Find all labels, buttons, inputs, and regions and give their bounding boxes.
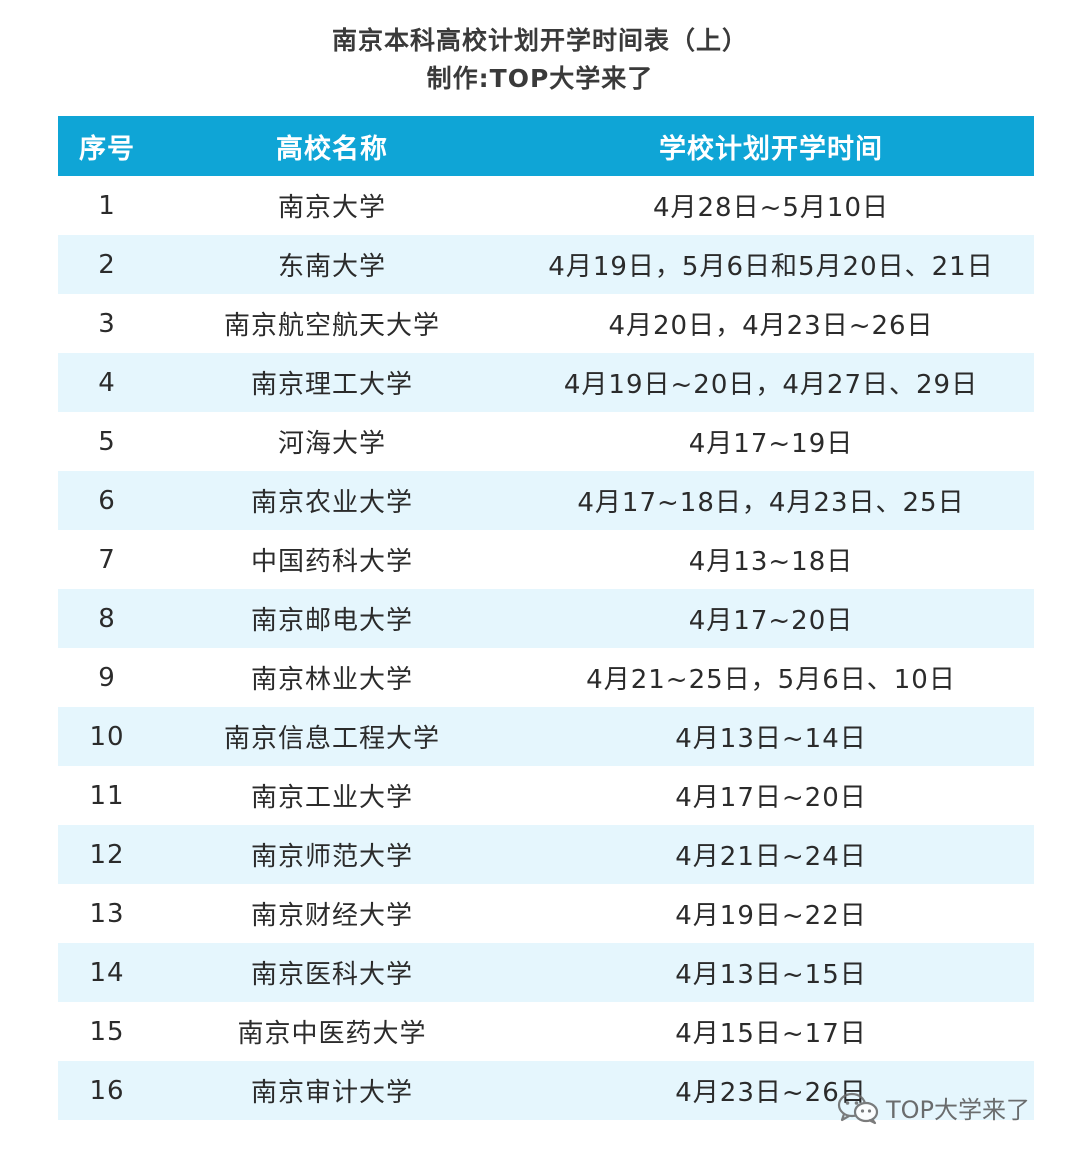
table-row: 8 南京邮电大学 4月17~20日 — [58, 589, 1034, 648]
table-row: 6 南京农业大学 4月17~18日，4月23日、25日 — [58, 471, 1034, 530]
table-header-row: 序号 高校名称 学校计划开学时间 — [58, 116, 1034, 176]
table-body: 1 南京大学 4月28日~5月10日 2 东南大学 4月19日，5月6日和5月20日、21… — [58, 176, 1034, 1120]
row-index: 15 — [89, 1016, 125, 1047]
row-school-name: 南京财经大学 — [250, 901, 413, 931]
row-school-name: 南京理工大学 — [250, 370, 413, 400]
row-school-name: 南京邮电大学 — [250, 606, 413, 636]
row-index: 6 — [98, 485, 116, 516]
table-row: 7 中国药科大学 4月13~18日 — [58, 530, 1034, 589]
row-index: 14 — [89, 957, 125, 988]
table-row: 10 南京信息工程大学 4月13日~14日 — [58, 707, 1034, 766]
row-start-date: 4月19日~20日，4月27日、29日 — [563, 370, 979, 400]
row-index: 16 — [89, 1075, 125, 1106]
row-index: 12 — [89, 839, 125, 870]
row-start-date: 4月21~25日，5月6日、10日 — [586, 665, 956, 695]
table-subtitle: 制作:TOP大学来了 — [426, 64, 654, 93]
row-start-date: 4月21日~24日 — [675, 842, 867, 872]
row-index: 11 — [89, 780, 125, 811]
row-index: 10 — [89, 721, 125, 752]
row-start-date: 4月17日~20日 — [675, 783, 867, 813]
schedule-table: 序号 高校名称 学校计划开学时间 1 南京大学 4月28日~5月10日 2 东南大学 4月… — [58, 116, 1034, 1120]
row-index: 4 — [98, 367, 116, 398]
row-start-date: 4月13日~14日 — [675, 724, 867, 754]
row-start-date: 4月13日~15日 — [675, 960, 867, 990]
row-index: 7 — [98, 544, 116, 575]
table-row: 14 南京医科大学 4月13日~15日 — [58, 943, 1034, 1002]
row-school-name: 南京航空航天大学 — [223, 311, 440, 341]
row-school-name: 南京师范大学 — [250, 842, 413, 872]
header-start-date: 学校计划开学时间 — [659, 133, 883, 165]
row-index: 8 — [98, 603, 116, 634]
watermark-text: TOP大学来了 — [886, 1096, 1031, 1124]
row-start-date: 4月19日，5月6日和5月20日、21日 — [548, 252, 994, 282]
table-row: 1 南京大学 4月28日~5月10日 — [58, 176, 1034, 235]
table-title: 南京本科高校计划开学时间表（上） — [331, 26, 748, 55]
row-school-name: 东南大学 — [277, 252, 386, 282]
row-school-name: 南京工业大学 — [250, 783, 413, 813]
header-index: 序号 — [79, 133, 135, 165]
row-school-name: 南京审计大学 — [250, 1078, 413, 1108]
row-start-date: 4月17~20日 — [688, 606, 854, 636]
row-start-date: 4月13~18日 — [688, 547, 854, 577]
table-row: 4 南京理工大学 4月19日~20日，4月27日、29日 — [58, 353, 1034, 412]
table-row: 5 河海大学 4月17~19日 — [58, 412, 1034, 471]
table-row: 2 东南大学 4月19日，5月6日和5月20日、21日 — [58, 235, 1034, 294]
row-start-date: 4月15日~17日 — [675, 1019, 867, 1049]
row-school-name: 河海大学 — [277, 429, 386, 459]
row-school-name: 南京中医药大学 — [237, 1019, 427, 1049]
table-row: 9 南京林业大学 4月21~25日，5月6日、10日 — [58, 648, 1034, 707]
table-row: 12 南京师范大学 4月21日~24日 — [58, 825, 1034, 884]
row-index: 3 — [98, 308, 116, 339]
table-row: 16 南京审计大学 4月23日~26日 — [58, 1061, 1034, 1120]
watermark: TOP大学来了 — [836, 1090, 1030, 1125]
row-start-date: 4月20日，4月23日~26日 — [608, 311, 934, 341]
row-start-date: 4月19日~22日 — [675, 901, 867, 931]
table-row: 15 南京中医药大学 4月15日~17日 — [58, 1002, 1034, 1061]
table-row: 3 南京航空航天大学 4月20日，4月23日~26日 — [58, 294, 1034, 353]
row-school-name: 南京大学 — [277, 193, 386, 223]
row-start-date: 4月28日~5月10日 — [652, 193, 890, 223]
table-row: 13 南京财经大学 4月19日~22日 — [58, 884, 1034, 943]
row-school-name: 南京农业大学 — [250, 488, 413, 518]
row-school-name: 南京林业大学 — [250, 665, 413, 695]
wechat-icon — [837, 1092, 879, 1124]
row-school-name: 中国药科大学 — [250, 547, 413, 577]
header-school-name: 高校名称 — [276, 133, 388, 165]
schedule-table-container: 序号 高校名称 学校计划开学时间 1 南京大学 4月28日~5月10日 2 东南大学 4月… — [58, 116, 1034, 1120]
row-school-name: 南京医科大学 — [250, 960, 413, 990]
row-start-date: 4月17~19日 — [688, 429, 854, 459]
page-title: 南京本科高校计划开学时间表（上） 制作:TOP大学来了 — [0, 22, 1080, 98]
row-index: 2 — [98, 249, 116, 280]
row-index: 1 — [98, 190, 116, 221]
row-index: 13 — [89, 898, 125, 929]
row-start-date: 4月17~18日，4月23日、25日 — [577, 488, 965, 518]
row-index: 5 — [98, 426, 116, 457]
row-index: 9 — [98, 662, 116, 693]
table-row: 11 南京工业大学 4月17日~20日 — [58, 766, 1034, 825]
row-start-date: 4月23日~26日 — [675, 1078, 867, 1108]
row-school-name: 南京信息工程大学 — [223, 724, 440, 754]
